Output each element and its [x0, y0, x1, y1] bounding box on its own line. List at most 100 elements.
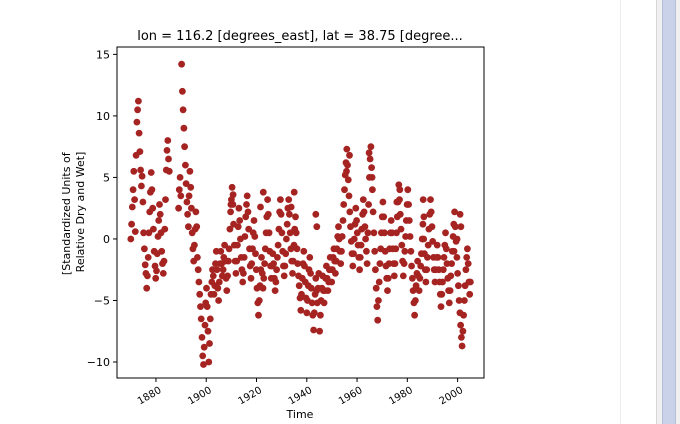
data-point	[165, 155, 172, 163]
data-point	[298, 290, 305, 298]
data-point	[204, 327, 212, 335]
data-point	[285, 196, 293, 204]
x-tick-label: 1980	[387, 385, 415, 407]
data-point	[271, 287, 279, 294]
data-point	[420, 235, 428, 243]
data-point	[158, 247, 166, 255]
data-point	[405, 201, 412, 208]
data-point	[367, 143, 375, 151]
data-point	[286, 210, 293, 218]
data-point	[438, 290, 446, 298]
data-point	[201, 321, 209, 329]
data-point	[270, 260, 277, 267]
data-point	[205, 358, 213, 366]
data-point	[356, 266, 363, 274]
data-point	[259, 284, 267, 292]
data-point	[461, 297, 468, 304]
data-point	[281, 262, 289, 270]
data-point	[451, 208, 458, 216]
data-point	[414, 257, 421, 265]
data-point	[428, 223, 436, 231]
data-point	[374, 316, 382, 324]
data-point	[434, 254, 442, 261]
data-point	[184, 210, 192, 218]
data-point	[203, 284, 210, 292]
data-point	[233, 257, 241, 265]
data-point	[362, 235, 369, 243]
data-point	[141, 245, 148, 253]
data-point	[227, 201, 235, 208]
data-point	[356, 254, 364, 261]
data-point	[196, 290, 204, 298]
data-point	[423, 266, 431, 274]
data-point	[236, 217, 244, 224]
data-point	[293, 245, 301, 253]
data-point	[387, 217, 395, 224]
data-point	[278, 229, 286, 237]
data-point	[163, 147, 171, 154]
data-point	[393, 229, 400, 237]
data-point	[424, 254, 431, 261]
data-point	[290, 188, 298, 196]
data-point	[209, 272, 217, 280]
data-point	[401, 247, 409, 255]
data-point	[258, 254, 265, 261]
data-point	[239, 278, 247, 286]
data-point	[375, 297, 382, 304]
data-point	[219, 266, 227, 274]
data-point	[303, 309, 311, 317]
data-point	[433, 241, 441, 249]
data-point	[194, 266, 202, 274]
data-point	[192, 208, 200, 216]
x-tick-label: 1960	[337, 385, 365, 407]
data-point	[277, 210, 285, 218]
data-point	[300, 247, 308, 255]
data-point	[366, 155, 374, 163]
data-point	[455, 297, 463, 304]
data-point	[408, 262, 415, 270]
data-point	[332, 270, 339, 277]
data-point	[255, 311, 262, 319]
data-point	[179, 87, 186, 95]
data-point	[200, 343, 208, 351]
data-point	[255, 297, 263, 304]
data-point	[372, 266, 379, 274]
data-point	[404, 186, 412, 194]
data-point	[412, 297, 419, 304]
data-point	[274, 241, 282, 249]
data-point	[135, 97, 142, 105]
data-point	[297, 306, 305, 314]
chart-title: lon = 116.2 [degrees_east], lat = 38.75 …	[137, 29, 463, 44]
data-point	[264, 196, 271, 204]
data-point	[450, 247, 458, 255]
vertical-scrollbar[interactable]	[656, 0, 680, 424]
data-point	[203, 303, 211, 310]
data-point	[310, 326, 317, 334]
data-point	[464, 260, 472, 267]
data-point	[376, 260, 384, 267]
data-point	[419, 220, 427, 228]
data-point	[312, 274, 320, 282]
data-point	[294, 260, 302, 267]
data-point	[131, 196, 139, 204]
data-point	[145, 229, 153, 237]
y-axis-label: [Standardized Units of Relative Dry and …	[60, 149, 87, 275]
data-point	[244, 208, 252, 216]
data-point	[417, 262, 425, 270]
data-point	[128, 220, 136, 228]
data-point	[440, 254, 448, 261]
data-point	[277, 196, 284, 204]
data-point	[137, 166, 145, 174]
data-point	[178, 60, 186, 68]
data-point	[186, 167, 194, 175]
data-point	[422, 278, 430, 286]
scrollbar-thumb[interactable]	[662, 0, 676, 424]
data-point	[457, 321, 464, 329]
data-point	[287, 203, 295, 211]
x-axis-ticks: 1880 1900 1920 1940 1960 1980 2000	[136, 378, 465, 407]
data-point	[240, 270, 247, 277]
data-point	[183, 198, 191, 206]
data-point	[357, 241, 365, 249]
data-point	[442, 229, 449, 237]
data-point	[185, 192, 193, 200]
